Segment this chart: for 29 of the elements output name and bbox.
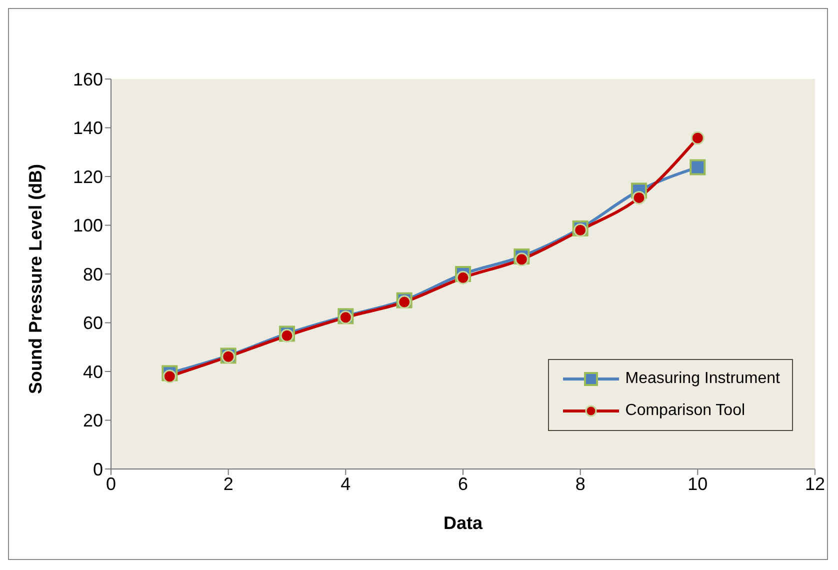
y-tick-label: 120 [72, 166, 103, 187]
y-tick-label: 40 [82, 362, 103, 382]
x-tick-label: 4 [340, 474, 351, 494]
point [632, 190, 646, 204]
point [398, 295, 412, 309]
point [456, 270, 470, 284]
x-tick-label: 0 [106, 474, 116, 494]
point [514, 252, 528, 266]
point [690, 159, 706, 176]
y-tick-label: 80 [82, 264, 103, 284]
y-tick-label: 160 [72, 69, 103, 90]
x-tick-label: 12 [804, 474, 826, 494]
y-tick-label: 0 [92, 459, 103, 480]
y-tick-label: 60 [82, 313, 103, 334]
x-tick-label: 8 [575, 474, 586, 494]
y-tick-label: 140 [72, 118, 103, 138]
x-tick-label: 6 [458, 474, 468, 494]
y-tick-label: 100 [72, 216, 103, 236]
legend-label: Comparison Tool [625, 402, 746, 420]
point [690, 131, 704, 145]
legend-label: Measuring Instrument [625, 370, 780, 388]
x-tick-label: 10 [688, 474, 708, 494]
point [280, 328, 294, 342]
x-axis-title: Data [443, 513, 484, 533]
point [574, 223, 588, 237]
y-axis-title: Sound Pressure Level (dB) [25, 164, 46, 394]
point [162, 370, 176, 384]
y-tick-label: 20 [82, 410, 103, 431]
x-tick-label: 2 [223, 474, 234, 494]
